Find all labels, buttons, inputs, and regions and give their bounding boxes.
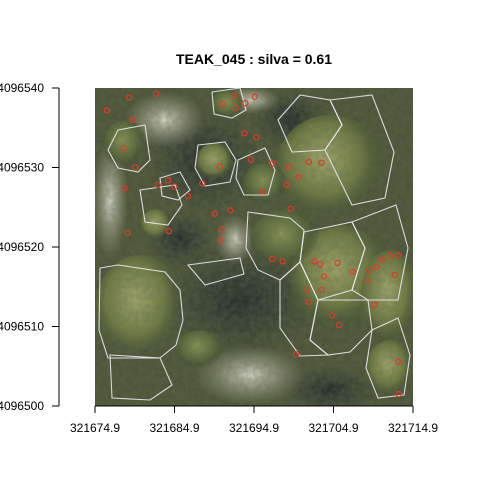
treetop-point	[316, 261, 324, 268]
treetop-point	[335, 321, 343, 329]
x-tick-label: 321684.9	[149, 421, 199, 435]
treetop-point	[164, 176, 172, 184]
treetop-point	[132, 164, 139, 171]
treetop-point	[216, 163, 223, 170]
treetop-point	[320, 273, 328, 280]
treetop-point	[373, 263, 380, 271]
treetop-point	[395, 390, 402, 398]
x-tick-label: 321714.9	[388, 421, 438, 435]
treetop-point	[129, 116, 136, 124]
treetop-point	[251, 93, 258, 100]
treetop-point	[171, 183, 178, 190]
y-axis: 4096500 4096510 4096520 4096530 4096540	[0, 81, 60, 413]
treetop-point	[211, 210, 219, 217]
treetop-point	[292, 351, 300, 358]
treetop-point	[218, 226, 225, 233]
crown-polygon	[365, 317, 411, 399]
y-tick-label: 4096540	[0, 81, 44, 95]
treetop-point	[318, 286, 325, 294]
treetop-point	[217, 237, 224, 244]
treetop-point	[121, 184, 128, 192]
treetop-point	[394, 358, 402, 365]
treetop-point	[391, 271, 398, 278]
x-axis: 321674.9 321684.9 321694.9 321704.9 321714.9	[70, 405, 438, 435]
crown-polygon	[109, 354, 173, 401]
x-tick-label: 321704.9	[308, 421, 358, 435]
treetop-point	[305, 158, 313, 166]
treetop-point	[318, 159, 325, 166]
treetop-point	[285, 163, 293, 170]
treetop-point	[124, 229, 131, 236]
treetop-point	[199, 180, 206, 187]
treetop-point	[230, 92, 238, 100]
treetop-point	[364, 277, 371, 284]
aerial-image	[95, 88, 413, 406]
treetop-point	[154, 181, 161, 189]
crown-polygon	[139, 184, 183, 226]
treetop-point	[269, 160, 276, 167]
y-tick-label: 4096520	[0, 240, 44, 254]
chart-title: TEAK_045 : silva = 0.61	[176, 51, 332, 67]
treetop-point	[152, 90, 160, 97]
crown-polygon	[186, 257, 245, 286]
crown-polygon	[211, 88, 247, 119]
treetop-point	[125, 94, 133, 101]
crown-polygon	[235, 147, 276, 196]
crown-polygon	[194, 141, 237, 187]
treetop-point	[120, 145, 127, 152]
treetop-point	[247, 156, 254, 163]
treetop-point	[253, 134, 260, 141]
treetop-point	[371, 301, 378, 309]
treetop-point	[283, 181, 290, 189]
treetop-point	[259, 188, 266, 195]
crown-polygon	[159, 171, 191, 201]
treetop-point	[232, 104, 239, 112]
y-tick-label: 4096510	[0, 320, 44, 334]
treetop-point	[165, 227, 173, 235]
treetop-point	[219, 100, 227, 108]
treetop-point	[241, 130, 248, 137]
treetop-point	[386, 252, 394, 259]
treetop-point	[287, 205, 294, 212]
treetop-point	[394, 251, 402, 259]
treetop-point	[226, 207, 234, 214]
crown-outlines	[98, 88, 411, 401]
treetop-point	[242, 99, 249, 107]
treetop-point	[295, 173, 302, 181]
treetop-point	[305, 298, 313, 306]
treetop-point	[184, 192, 192, 200]
treetop-point	[328, 312, 336, 319]
treetop-point	[366, 266, 373, 274]
treetop-point	[279, 258, 286, 265]
y-tick-label: 4096530	[0, 161, 44, 175]
treetop-point	[349, 268, 356, 275]
crown-polygon	[98, 264, 184, 359]
crown-polygon	[107, 124, 151, 173]
crown-polygon	[324, 94, 395, 206]
treetop-point	[379, 256, 386, 263]
treetop-point	[334, 259, 341, 267]
treetop-markers	[103, 90, 402, 398]
crown-polygon	[309, 299, 373, 356]
treetop-point	[103, 107, 111, 114]
treetop-point	[269, 255, 276, 263]
x-tick-label: 321694.9	[229, 421, 279, 435]
treetop-point	[311, 258, 318, 265]
treetop-point	[304, 286, 311, 294]
crown-polygon	[351, 204, 409, 301]
y-tick-label: 4096500	[0, 399, 44, 413]
x-tick-label: 321674.9	[70, 421, 120, 435]
